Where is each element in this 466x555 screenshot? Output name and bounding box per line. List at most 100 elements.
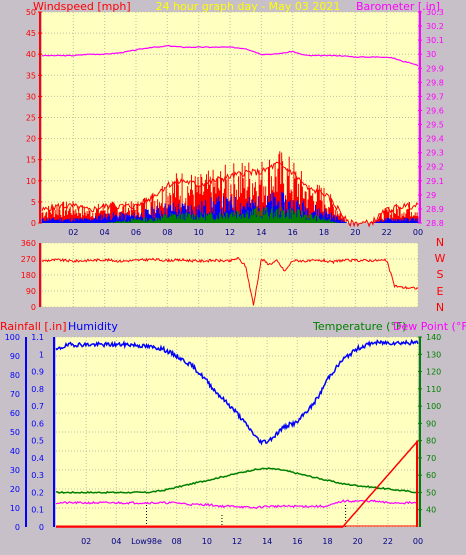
wind-x-tick-label: 20	[350, 228, 360, 237]
humidity-outer-tick-label: 70	[10, 390, 20, 399]
rainfall-tick-label: 0.2	[31, 488, 44, 497]
humidity-outer-tick-label: 20	[10, 485, 20, 494]
wind-tick-label: 10	[26, 177, 36, 186]
rainfall-tick-label: 0.3	[31, 471, 44, 480]
rainfall-tick-label: 0	[39, 523, 44, 532]
humidity-x-tick-label: 16	[292, 537, 302, 546]
humidity-outer-tick-label: 80	[10, 371, 20, 380]
barometer-tick-label: 29.8	[426, 78, 444, 87]
barometer-line	[41, 44, 419, 67]
barometer-tick-label: 29.7	[426, 92, 444, 101]
compass-label: N	[436, 236, 444, 249]
direction-tick-label: 90	[26, 287, 36, 296]
humidity-x-tick-label: 08	[172, 537, 182, 546]
temperature-tick-label: 70	[426, 454, 436, 463]
wind-x-tick-label: 14	[256, 228, 266, 237]
humidity-x-tick-label: 02	[81, 537, 91, 546]
rainfall-tick-label: 1.1	[31, 333, 44, 342]
barometer-tick-label: 30.1	[426, 36, 444, 45]
humidity-x-tick-label: 18	[322, 537, 332, 546]
barometer-tick-label: 29.4	[426, 135, 444, 144]
barometer-tick-label: 29.5	[426, 121, 444, 130]
humidity-axis-title: Humidity	[68, 320, 118, 333]
wind-barometer-panel: 0 5 10 15 20 25 30 35 40 45 50 28.8 28.9 29 29.1 29.2 29…	[26, 8, 444, 237]
humidity-outer-tick-label: 10	[10, 504, 20, 513]
wind-x-tick-label: 06	[131, 228, 141, 237]
direction-tick-label: 180	[21, 271, 36, 280]
wind-tick-label: 45	[26, 29, 36, 38]
rainfall-tick-label: 0.9	[31, 368, 44, 377]
wind-tick-label: 20	[26, 135, 36, 144]
humidity-x-tick-label: 12	[232, 537, 242, 546]
wind-tick-label: 40	[26, 50, 36, 59]
wind-x-tick-label: 10	[194, 228, 204, 237]
barometer-tick-label: 29.6	[426, 106, 444, 115]
direction-tick-label: 360	[21, 239, 36, 248]
barometer-tick-label: 29.1	[426, 177, 444, 186]
barometer-tick-label: 28.9	[426, 205, 444, 214]
wind-tick-label: 5	[31, 198, 36, 207]
wind-gust-line	[41, 161, 419, 228]
temperature-tick-label: 130	[426, 350, 441, 359]
barometer-axis-title: Barometer [.in]	[356, 0, 440, 13]
direction-tick-label: 270	[21, 255, 36, 264]
wind-direction-line	[41, 257, 419, 306]
humidity-x-tick-label: 00	[413, 537, 423, 546]
rainfall-tick-label: 0.1	[31, 506, 44, 515]
barometer-tick-label: 29.3	[426, 149, 444, 158]
barometer-tick-label: 30	[426, 50, 436, 59]
temperature-tick-label: 140	[426, 333, 441, 342]
compass-label: W	[435, 252, 446, 265]
temperature-tick-label: 100	[426, 402, 441, 411]
temperature-line	[56, 467, 419, 494]
compass-label: S	[437, 268, 444, 281]
temperature-tick-label: 60	[426, 471, 436, 480]
wind-x-tick-label: 00	[413, 228, 423, 237]
temperature-tick-label: 110	[426, 385, 441, 394]
humidity-outer-tick-label: 0	[15, 523, 20, 532]
humidity-outer-tick-label: 90	[10, 352, 20, 361]
rainfall-tick-label: 1	[39, 350, 44, 359]
wind-tick-label: 30	[26, 92, 36, 101]
rainfall-tick-label: 0.5	[31, 437, 44, 446]
temperature-tick-label: 120	[426, 368, 441, 377]
graph-title: 24 hour graph day - May 03 2021	[156, 0, 341, 13]
wind-x-tick-label: 08	[162, 228, 172, 237]
dew-point-line	[55, 499, 419, 510]
rainfall-tick-label: 0.7	[31, 402, 44, 411]
wind-tick-label: 50	[26, 8, 36, 17]
rainfall-line	[56, 440, 419, 528]
wind-tick-label: 35	[26, 71, 36, 80]
barometer-tick-label: 28.8	[426, 219, 444, 228]
humidity-x-tick-label: 10	[202, 537, 212, 546]
direction-tick-label: 0	[31, 303, 36, 312]
wind-x-tick-label: 02	[68, 228, 78, 237]
wind-x-tick-label: 22	[382, 228, 392, 237]
rainfall-tick-label: 0.6	[31, 419, 44, 428]
wind-x-tick-label: 16	[288, 228, 298, 237]
humidity-x-tick-label: 22	[383, 537, 393, 546]
rainfall-tick-label: 0.8	[31, 385, 44, 394]
direction-plot-area	[42, 243, 418, 307]
wind-tick-label: 15	[26, 156, 36, 165]
temperature-tick-label: 50	[426, 488, 436, 497]
barometer-tick-label: 29.2	[426, 163, 444, 172]
barometer-tick-label: 29	[426, 191, 436, 200]
wind-series-wind-minimum	[106, 206, 339, 223]
humidity-x-tick-label: 04	[111, 537, 121, 546]
humidity-x-tick-label: Low98e	[131, 537, 162, 546]
barometer-tick-label: 30.2	[426, 22, 444, 31]
temperature-axis-title: Temperature (°F)	[312, 320, 407, 333]
humidity-x-tick-label: 14	[262, 537, 272, 546]
humidity-line	[55, 338, 419, 446]
temperature-tick-label: 40	[426, 506, 436, 515]
windspeed-axis-title: Windspeed [mph]	[33, 0, 131, 13]
barometer-tick-label: 30.3	[426, 8, 444, 17]
wind-tick-label: 0	[31, 219, 36, 228]
temperature-tick-label: 80	[426, 437, 436, 446]
wind-tick-label: 25	[26, 114, 36, 123]
wind-x-tick-label: 12	[225, 228, 235, 237]
rainfall-tick-label: 0.4	[31, 454, 44, 463]
